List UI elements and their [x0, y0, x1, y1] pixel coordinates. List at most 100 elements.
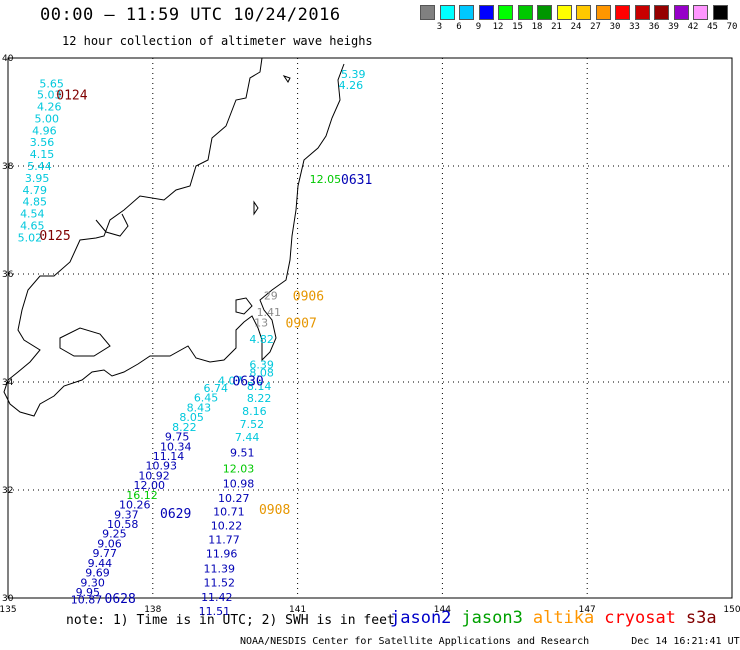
swh-value: 5.44: [27, 160, 52, 173]
lon-tick-label: 138: [144, 605, 161, 615]
scale-label: 6: [456, 22, 462, 32]
swh-value: 4.96: [32, 124, 57, 137]
swh-value: 11.96: [206, 548, 238, 561]
lat-tick-label: 40: [2, 54, 14, 64]
scale-label: 45: [707, 22, 718, 32]
scale-label: 18: [531, 22, 543, 32]
pass-label: 0125: [39, 229, 70, 244]
scale-swatch: [478, 5, 494, 20]
swh-value: 8.08: [249, 366, 273, 379]
scale-swatch: [693, 5, 708, 20]
scale-swatch: [634, 5, 650, 20]
swh-value: 9.44: [88, 557, 113, 570]
scale-swatch: [439, 5, 455, 20]
swh-value: 11.42: [201, 591, 233, 604]
scale-swatch: [556, 5, 572, 20]
swh-value: 10.92: [138, 469, 170, 482]
swh-value: 9.95: [76, 586, 101, 599]
swh-value: 13: [254, 317, 268, 330]
satellite-legend-cryosat: cryosat: [604, 608, 676, 628]
lat-tick-label: 32: [2, 486, 13, 496]
coastline-bay: [95, 213, 129, 237]
swh-value: 10.22: [211, 520, 243, 533]
lat-tick-label: 38: [2, 162, 14, 172]
swh-value: 16.12: [126, 489, 157, 502]
scale-label: 3: [436, 22, 443, 32]
pass-labels: 0124 0125 0631 0906 0907 0630 0629 0908 0628: [39, 89, 372, 607]
footer-org: NOAA/NESDIS Center for Satellite Applica…: [240, 636, 590, 647]
scale-label: 21: [551, 22, 562, 32]
swh-value: 3.95: [25, 172, 50, 185]
swh-value: 4.15: [30, 148, 55, 161]
island: [282, 75, 291, 83]
pass-label: 0906: [293, 290, 324, 305]
lon-tick-label: 147: [579, 605, 596, 615]
swh-value: 8.14: [247, 380, 271, 393]
swh-value: 29: [264, 290, 278, 303]
swh-value: 8.22: [247, 392, 271, 405]
scale-swatch: [712, 5, 728, 20]
swh-value: 6.39: [249, 359, 273, 372]
swh-value: 12.05: [310, 173, 342, 186]
scale-swatch: [537, 5, 552, 20]
scale-label: 27: [590, 22, 601, 32]
swh-value: 3.56: [30, 136, 55, 149]
swh-value: 10.26: [119, 499, 151, 512]
swh-value: 9.06: [97, 537, 122, 550]
swh-value: 4.07: [218, 374, 243, 387]
swh-value: 9.37: [114, 508, 139, 521]
scale-label: 70: [726, 22, 738, 32]
swh-value: 8.05: [179, 411, 204, 424]
swh-value: 11.39: [203, 562, 235, 575]
swh-value: 11.14: [153, 450, 185, 463]
footer-timestamp: Dec 14 16:21:41 UTC 2016: [631, 636, 740, 647]
swh-value: 11.51: [199, 605, 231, 618]
swh-value: 10.93: [146, 460, 178, 473]
swh-value: 8.22: [172, 421, 197, 434]
swh-value: 5.02: [18, 231, 43, 244]
satellite-legend: jason2 jason3 altika cryosat s3a: [390, 608, 727, 628]
footer: NOAA/NESDIS Center for Satellite Applica…: [240, 636, 740, 647]
swh-value: 12.00: [133, 479, 165, 492]
swh-value: 4.54: [20, 208, 45, 221]
pass-label: 0908: [259, 503, 290, 518]
satellite-legend-jason3: jason3: [461, 608, 523, 628]
lat-tick-label: 30: [2, 594, 14, 604]
swh-value: 10.27: [218, 492, 250, 505]
swh-value: 6.45: [194, 392, 219, 405]
map-border: [7, 57, 733, 599]
swh-value: 12.03: [223, 462, 255, 475]
satellite-legend-jason2: jason2: [390, 608, 452, 628]
swh-value: 9.69: [85, 567, 110, 580]
scale-swatch: [673, 5, 689, 20]
swh-value: 4.26: [339, 79, 364, 92]
swh-value: 10.87: [71, 594, 103, 607]
swh-value: 9.75: [165, 431, 190, 444]
swh-value: 10.98: [223, 478, 255, 491]
scale-label: 15: [512, 22, 523, 32]
swh-value: 4.82: [249, 333, 273, 346]
scale-swatch: [576, 5, 591, 20]
pass-label: 0631: [341, 173, 372, 188]
swh-value: 4.85: [22, 196, 47, 209]
coastline: [3, 57, 345, 417]
pass-label: 0907: [286, 317, 317, 332]
swh-value: 4.65: [20, 219, 45, 232]
swh-value: 10.58: [107, 518, 138, 531]
swh-value: 1.41: [257, 306, 282, 319]
swh-value: 5.39: [341, 68, 366, 81]
swh-values: 5.655.034.265.004.963.564.155.443.954.79…: [18, 68, 366, 618]
scale-label: 39: [668, 22, 679, 32]
swh-value: 4.79: [22, 184, 47, 197]
lon-tick-label: 141: [289, 605, 306, 615]
swh-value: 10.71: [213, 506, 245, 519]
swh-value: 9.25: [102, 528, 127, 541]
swh-value: 8.16: [242, 405, 266, 418]
scale-label: 9: [475, 22, 482, 32]
scale-label: 42: [687, 22, 699, 32]
coastline-peninsula: [235, 297, 253, 315]
satellite-legend-altika: altika: [532, 608, 595, 628]
pass-label: 0628: [105, 592, 136, 607]
lat-tick-label: 36: [2, 270, 14, 280]
pass-label: 0124: [56, 89, 87, 104]
